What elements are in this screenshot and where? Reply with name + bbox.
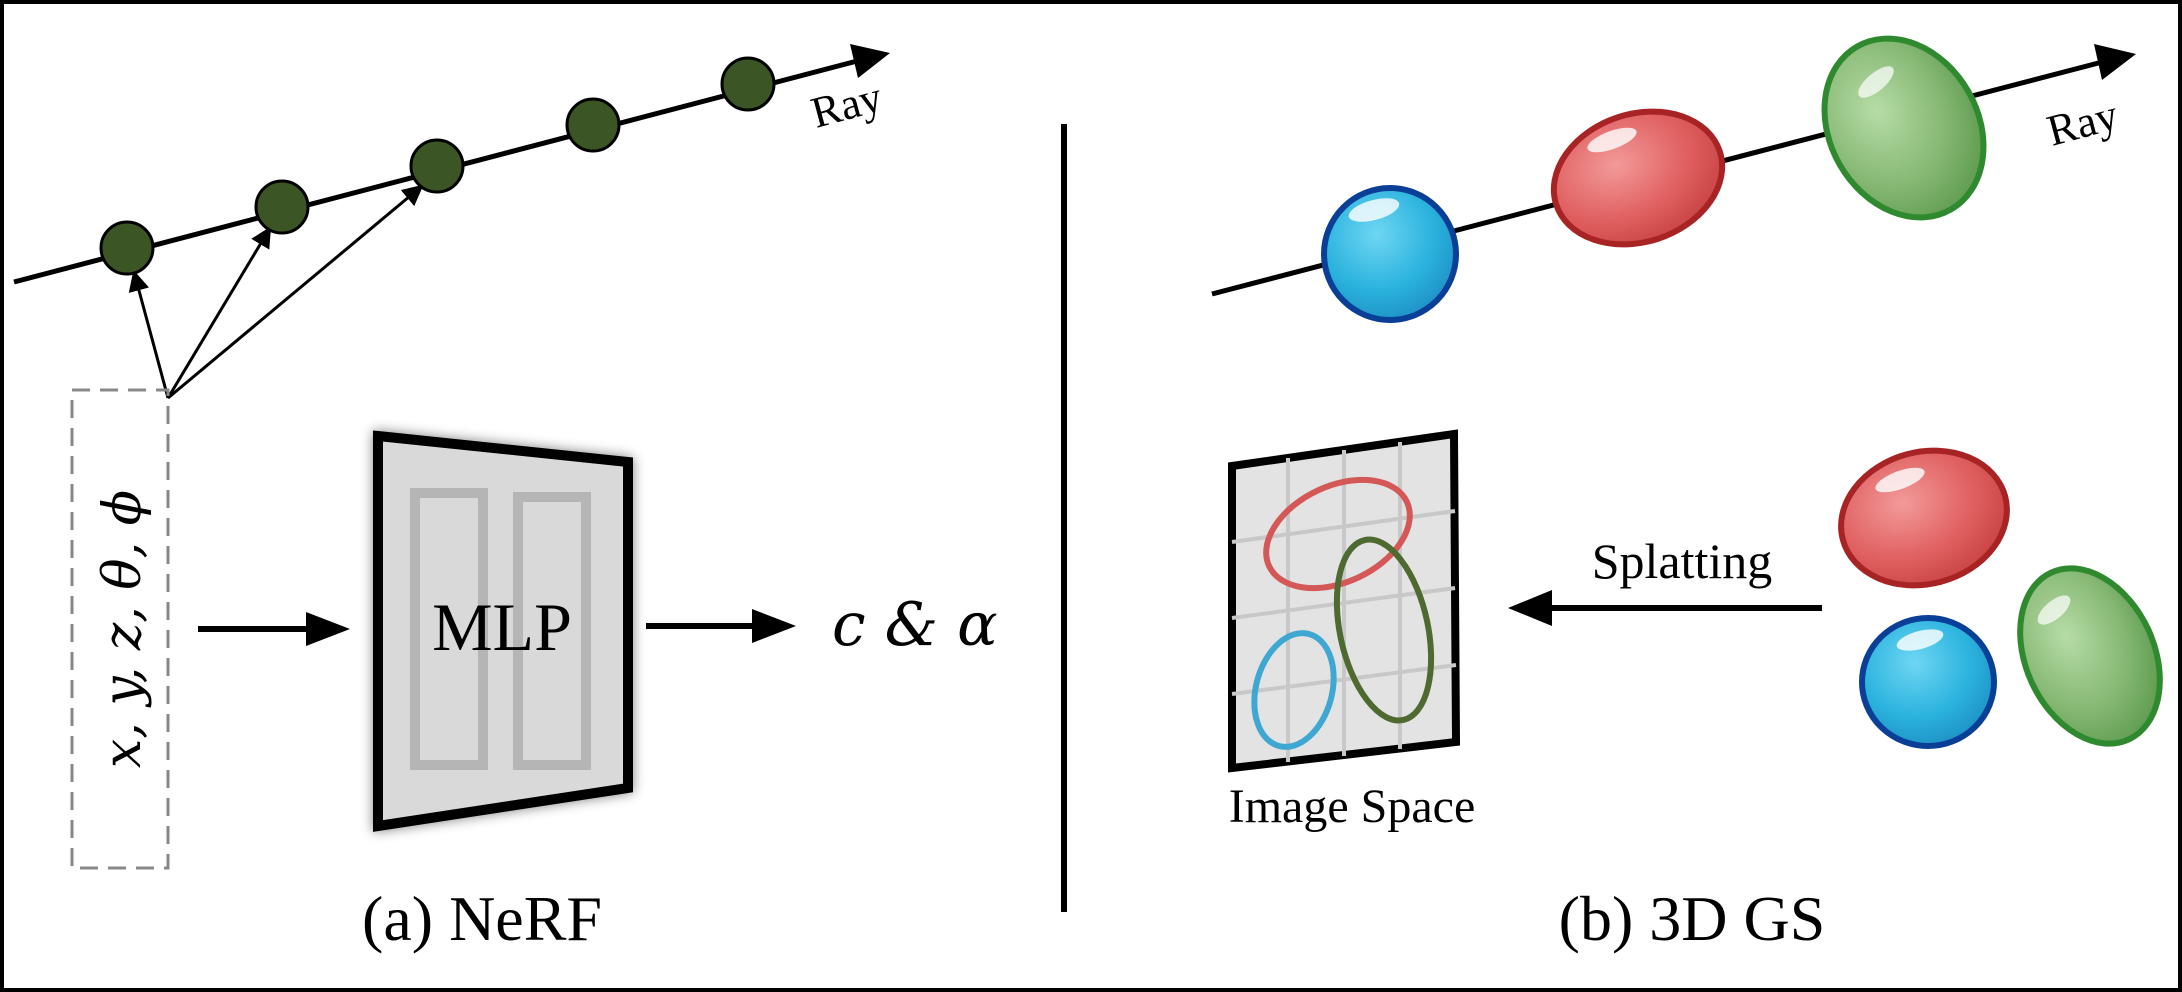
mlp-block — [373, 430, 633, 832]
gs-ray-arrowhead — [2094, 44, 2136, 80]
output-label: c & α — [832, 590, 998, 660]
sample-point-4 — [565, 97, 621, 153]
mlp-layer-1 — [410, 488, 488, 770]
blue-gaussian-on-ray — [1321, 185, 1459, 323]
sample-point-1 — [99, 220, 155, 276]
sample-point-3 — [409, 138, 465, 194]
mlp-label: MLP — [432, 589, 572, 665]
gs-panel: Ray Im — [1211, 35, 2163, 954]
splatting-arrow-head — [1508, 590, 1552, 626]
sample-arrow-1 — [128, 269, 170, 399]
splat-blue — [1251, 630, 1337, 750]
nerf-ray-arrowhead — [850, 44, 890, 78]
splat-red — [1263, 476, 1413, 592]
sample-point-5 — [720, 56, 776, 112]
sample-arrow-2 — [166, 226, 272, 399]
nerf-caption: (a) NeRF — [362, 883, 602, 954]
green-gaussian-cluster — [2017, 565, 2163, 747]
splat-green — [1333, 536, 1435, 724]
gs-caption: (b) 3D GS — [1559, 883, 1826, 954]
nerf-panel: Ray x, y, z, θ, ϕ MLP c — [13, 44, 998, 954]
input-label: x, y, z, θ, ϕ — [93, 490, 153, 768]
output-arrow-head — [752, 609, 796, 643]
sample-point-2 — [254, 179, 310, 235]
sample-arrow-3 — [167, 184, 424, 400]
input-arrow-head — [306, 612, 350, 646]
red-gaussian-on-ray — [1550, 108, 1726, 248]
image-space-plane — [1228, 429, 1461, 773]
image-space-label: Image Space — [1229, 780, 1476, 833]
blue-gaussian-cluster — [1859, 615, 1997, 749]
splatting-label: Splatting — [1592, 533, 1773, 589]
mlp-layer-2 — [513, 492, 591, 770]
green-gaussian-on-ray — [1821, 35, 1987, 221]
red-gaussian-cluster — [1838, 447, 2010, 589]
figure-background — [4, 4, 2178, 988]
input-box — [70, 388, 170, 870]
